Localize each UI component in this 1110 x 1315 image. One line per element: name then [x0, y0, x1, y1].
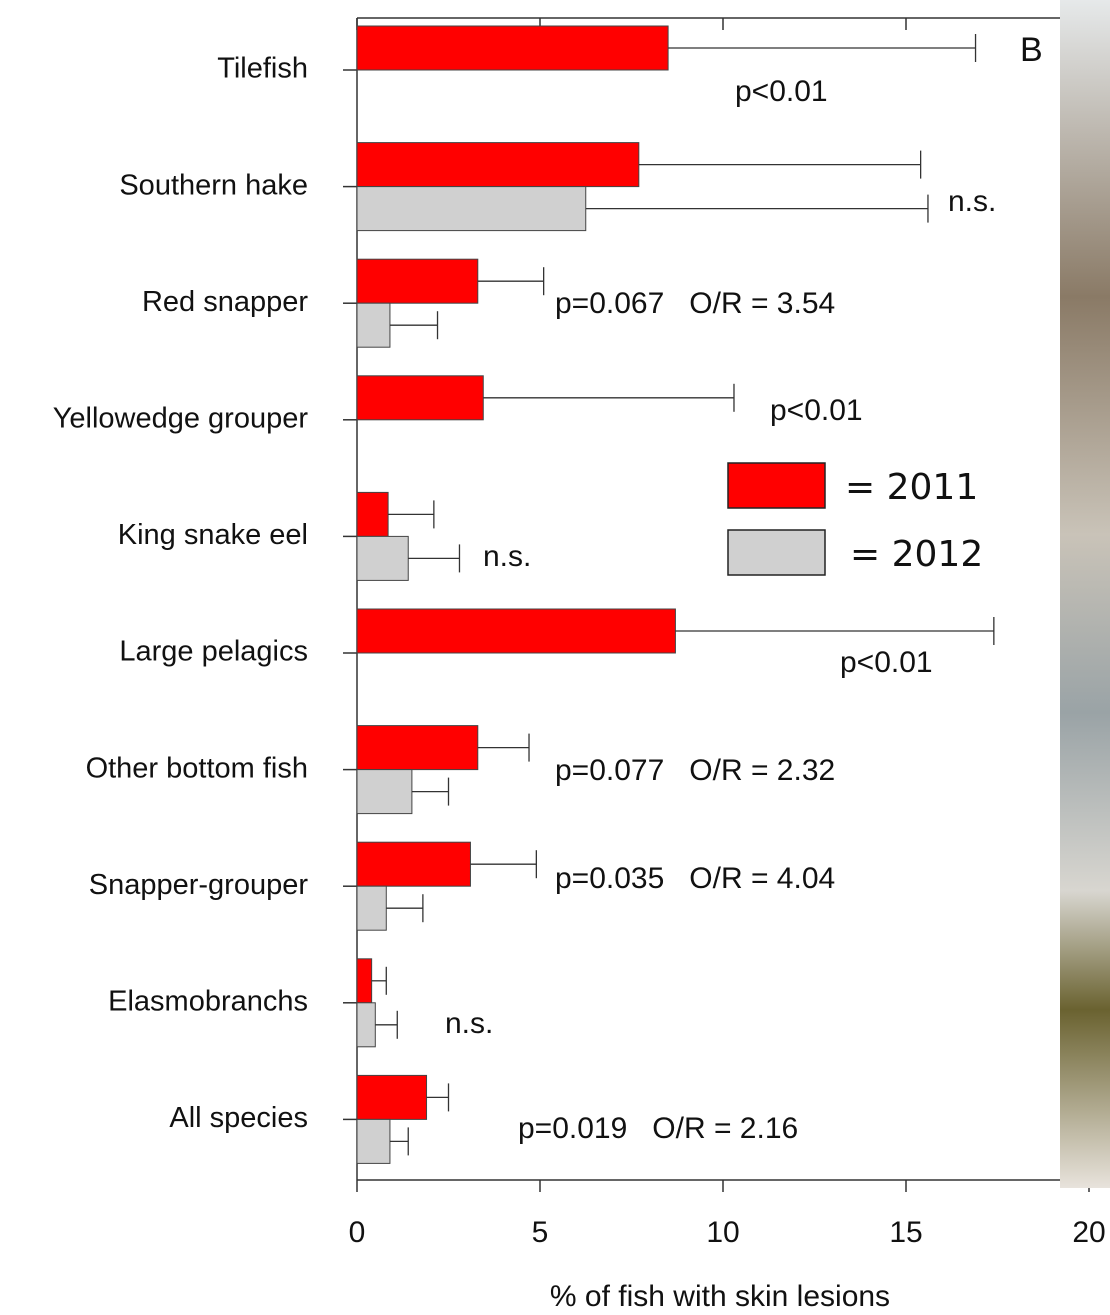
- error-bar: [470, 850, 536, 878]
- bar: [357, 1003, 375, 1047]
- x-tick-label: 5: [532, 1216, 549, 1249]
- error-bar: [372, 967, 387, 995]
- annotation: n.s.: [483, 540, 531, 573]
- chart: % of fish with skin lesions 0 5 10 15 20 Tile…: [0, 0, 1110, 1315]
- bar: [357, 376, 483, 420]
- x-axis-label: % of fish with skin lesions: [550, 1280, 890, 1313]
- error-bar: [427, 1083, 449, 1111]
- annotation: n.s.: [948, 185, 996, 218]
- annotation: p=0.077 O/R = 2.32: [555, 754, 835, 787]
- bar: [357, 143, 639, 187]
- legend-swatch: [728, 463, 825, 508]
- y-tick-label: King snake eel: [118, 519, 308, 551]
- error-bar: [639, 151, 921, 179]
- annotation: p=0.019 O/R = 2.16: [518, 1112, 798, 1145]
- error-bar: [586, 195, 928, 223]
- panel-label: B: [1020, 31, 1043, 69]
- bar: [357, 187, 586, 231]
- error-bar: [483, 384, 734, 412]
- y-tick-label: Southern hake: [119, 169, 308, 201]
- bar: [357, 492, 388, 536]
- y-tick-label: Red snapper: [142, 286, 308, 318]
- legend-label: = 2011: [845, 467, 978, 508]
- bar: [357, 1075, 427, 1119]
- error-bar: [668, 34, 975, 62]
- error-bar: [388, 500, 434, 528]
- y-tick-label: Other bottom fish: [86, 752, 308, 784]
- annotation: p<0.01: [735, 75, 828, 108]
- y-tick-label: All species: [169, 1102, 308, 1134]
- bar: [357, 770, 412, 814]
- annotation: p<0.01: [770, 394, 863, 427]
- error-bar: [386, 894, 423, 922]
- error-bar: [675, 617, 993, 645]
- bar: [357, 259, 478, 303]
- error-bar: [390, 1127, 408, 1155]
- bar: [357, 842, 470, 886]
- bar: [357, 536, 408, 580]
- x-tick-label: 15: [889, 1216, 922, 1249]
- error-bar: [478, 734, 529, 762]
- legend-label: = 2012: [850, 534, 983, 575]
- y-tick-label: Tilefish: [217, 53, 308, 85]
- y-tick-label: Large pelagics: [119, 636, 308, 668]
- y-tick-label: Snapper-grouper: [89, 869, 309, 901]
- bar: [357, 609, 675, 653]
- bar: [357, 303, 390, 347]
- annotation: p=0.067 O/R = 3.54: [555, 287, 835, 320]
- photo: [1060, 0, 1110, 1188]
- error-bar: [390, 311, 438, 339]
- y-tick-label: Elasmobranchs: [108, 985, 308, 1017]
- bar: [357, 886, 386, 930]
- bar: [357, 959, 372, 1003]
- annotation: p<0.01: [840, 646, 933, 679]
- error-bar: [375, 1011, 397, 1039]
- annotation: p=0.035 O/R = 4.04: [555, 862, 835, 895]
- error-bar: [408, 544, 459, 572]
- x-tick-label: 20: [1072, 1216, 1105, 1249]
- error-bar: [478, 267, 544, 295]
- y-tick-label: Yellowedge grouper: [53, 402, 309, 434]
- legend-swatch: [728, 530, 825, 575]
- bar: [357, 26, 668, 70]
- bar: [357, 1119, 390, 1163]
- x-tick-label: 10: [706, 1216, 739, 1249]
- annotation: n.s.: [445, 1007, 493, 1040]
- bar: [357, 726, 478, 770]
- error-bar: [412, 778, 449, 806]
- x-tick-label: 0: [349, 1216, 366, 1249]
